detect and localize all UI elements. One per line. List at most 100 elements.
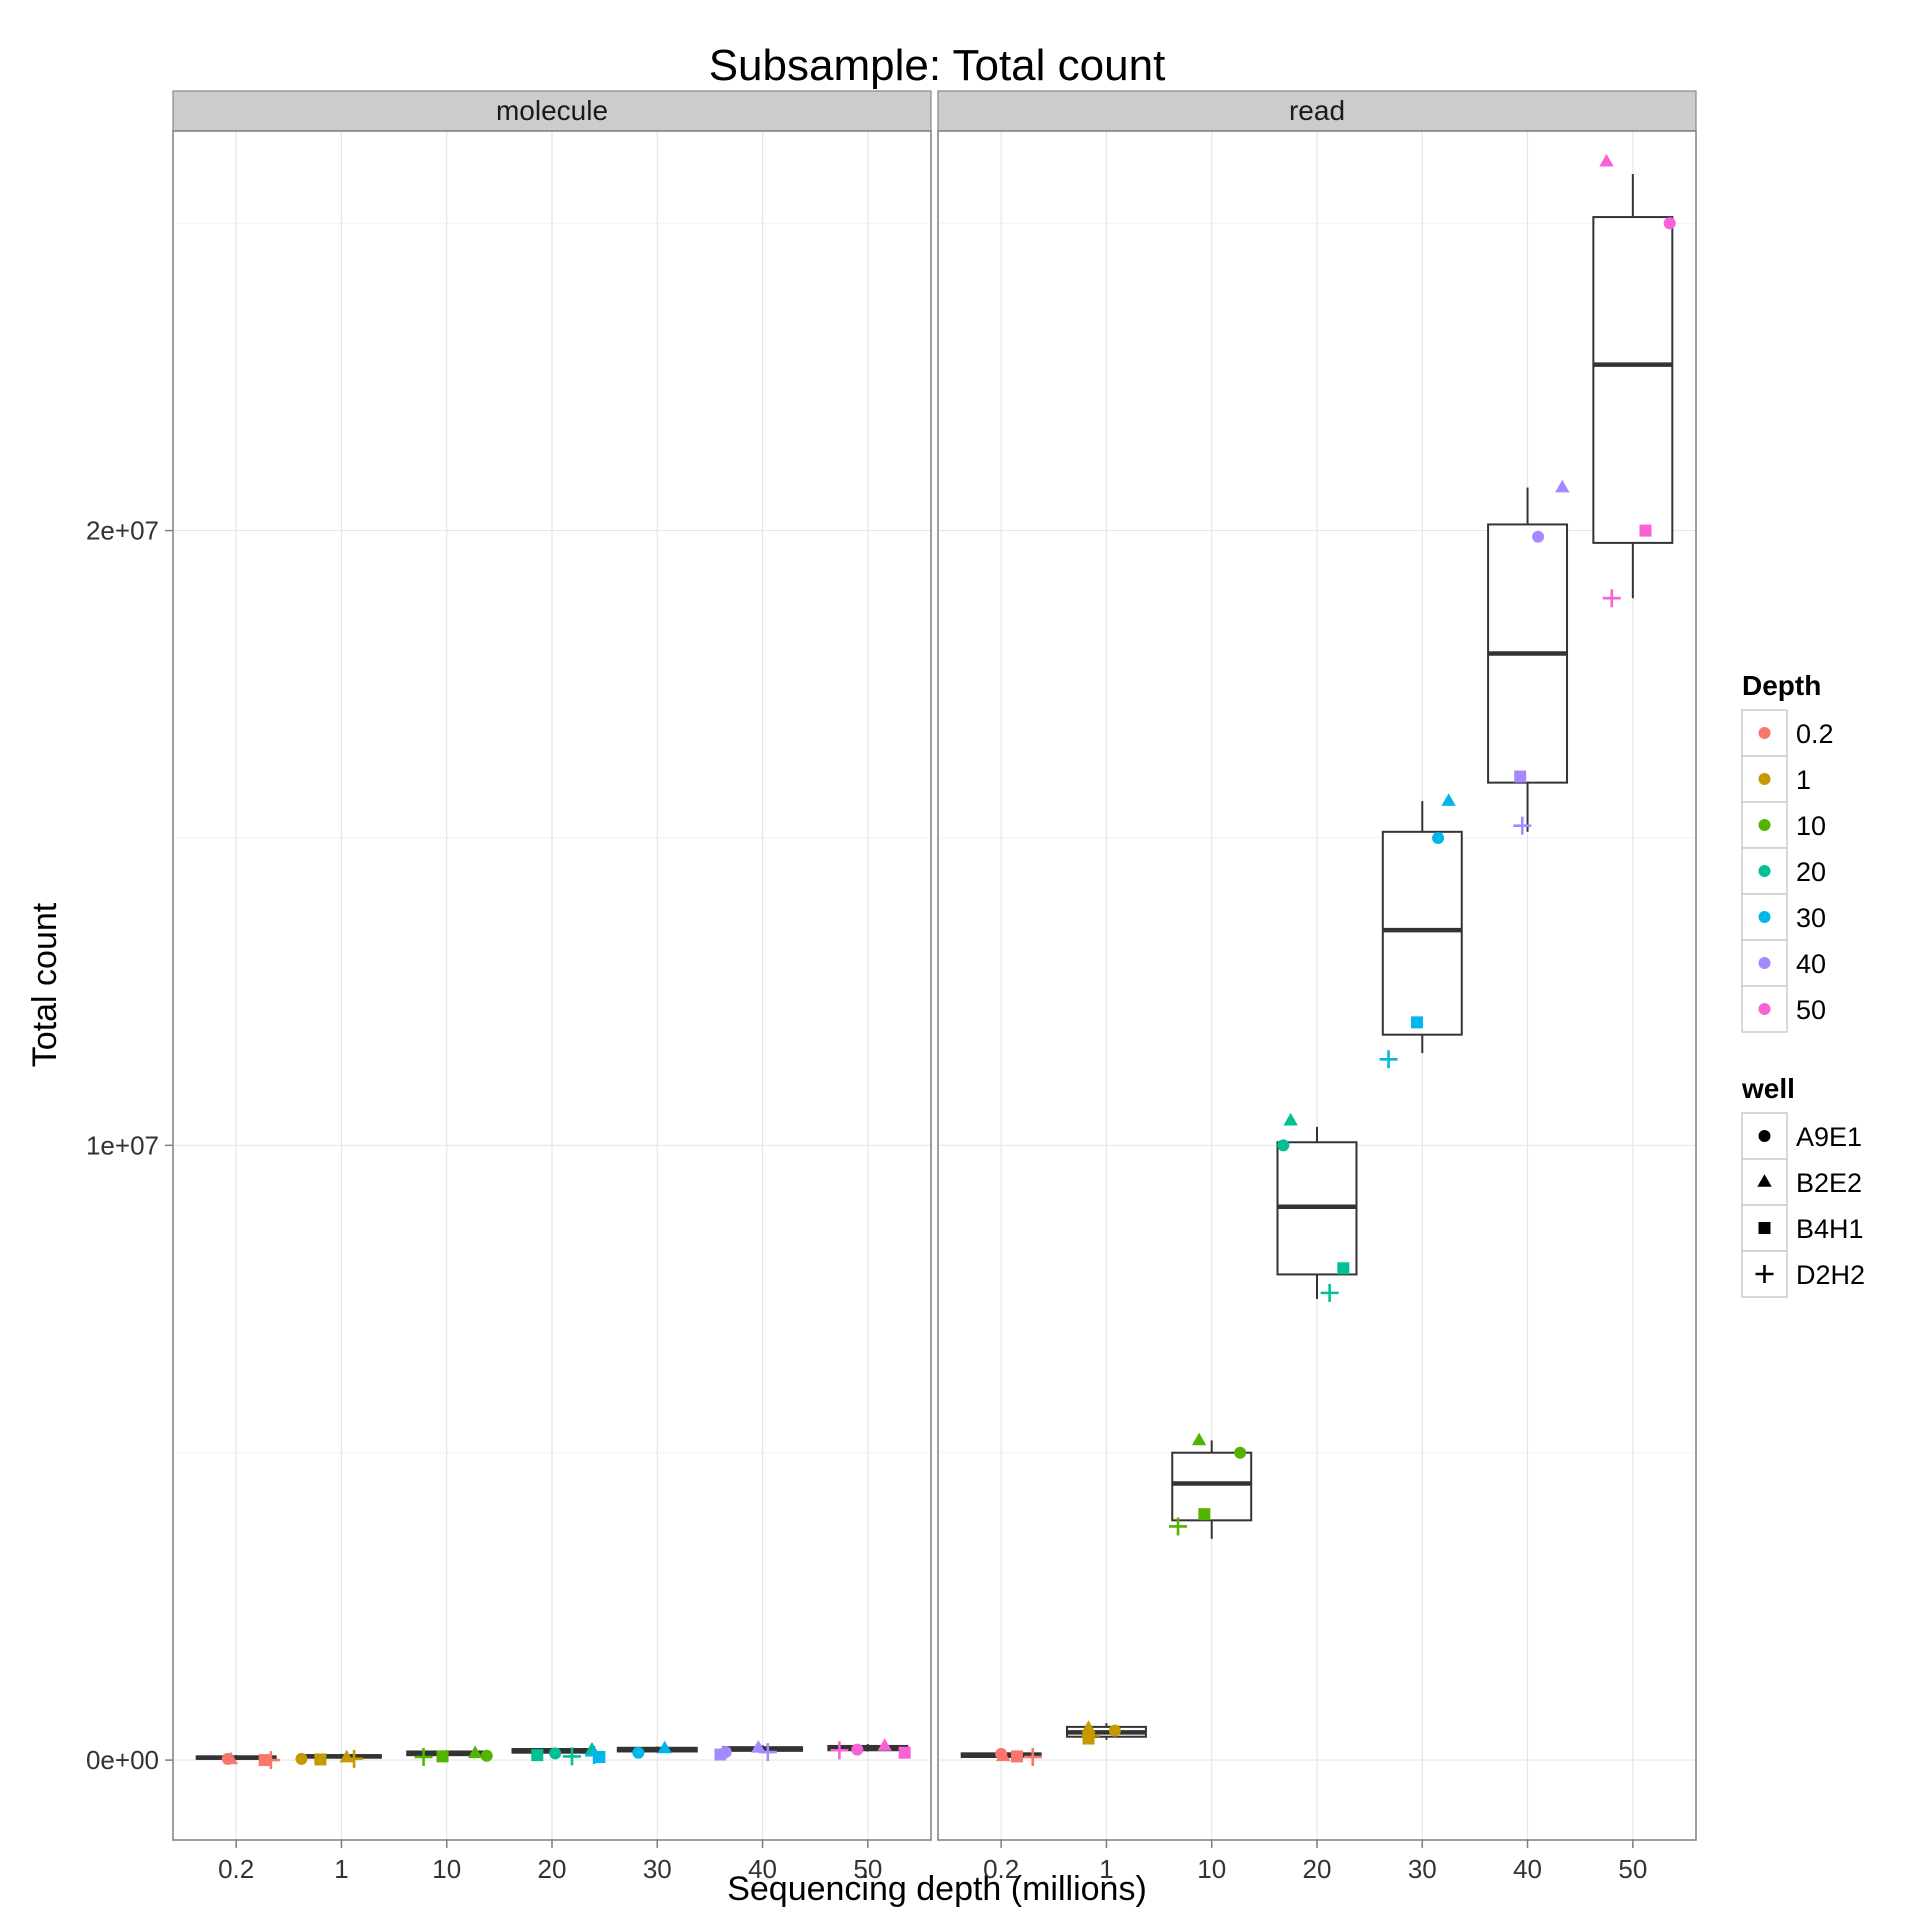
data-point (1081, 1726, 1100, 1745)
x-tick-label: 10 (1197, 1854, 1226, 1884)
x-tick-label: 1 (334, 1854, 348, 1884)
legend-label: A9E1 (1796, 1122, 1862, 1152)
panel-molecule: molecule 0.2 1 10 20 30 40 50 (172, 90, 932, 1884)
box-50 (1592, 174, 1674, 599)
box-body (1592, 216, 1674, 544)
box-10 (1171, 1440, 1253, 1539)
x-tick-label: 30 (1408, 1854, 1437, 1884)
data-point (830, 1741, 849, 1760)
data-point (549, 1747, 562, 1760)
data-point (851, 1743, 864, 1756)
data-point (1379, 1050, 1398, 1069)
y-tick-label: 2e+07 (86, 516, 159, 546)
data-point (1639, 524, 1652, 537)
x-tick-label: 40 (748, 1854, 777, 1884)
legend-shape (1758, 1222, 1771, 1234)
x-tick-label: 30 (643, 1854, 672, 1884)
data-point (1169, 1517, 1188, 1536)
data-point (295, 1752, 308, 1765)
legend-well-entry: D2H2 (1741, 1250, 1865, 1298)
data-point (714, 1748, 727, 1761)
x-tick-label: 10 (432, 1854, 461, 1884)
legend-well-entry: B4H1 (1741, 1204, 1864, 1252)
legend-label: 50 (1796, 995, 1826, 1025)
legend-label: 30 (1796, 903, 1826, 933)
data-point (1532, 530, 1545, 543)
data-point (1599, 153, 1614, 167)
data-point (1198, 1508, 1211, 1521)
data-point (898, 1746, 911, 1759)
legend-swatch (1758, 773, 1771, 785)
legend-well-entry: A9E1 (1741, 1112, 1862, 1160)
data-point (1514, 770, 1527, 783)
legend-label: D2H2 (1796, 1260, 1865, 1290)
box-body (1381, 830, 1463, 1036)
data-point (1513, 816, 1532, 835)
x-tick-label: 20 (1303, 1854, 1332, 1884)
data-point (1555, 479, 1570, 493)
data-point (585, 1746, 604, 1765)
data-point (1081, 1720, 1096, 1733)
data-point (877, 1738, 892, 1751)
data-point (1023, 1748, 1042, 1767)
data-point (531, 1749, 544, 1762)
data-point (261, 1751, 280, 1770)
data-point (1337, 1262, 1350, 1275)
legend-swatch (1758, 727, 1771, 739)
chart-title: Subsample: Total count (709, 41, 1166, 90)
x-tick-label: 0.2 (983, 1854, 1019, 1884)
box-1 (300, 1753, 382, 1759)
legend-depth-entry: 10 (1741, 801, 1826, 849)
x-tick-label: 0.2 (218, 1854, 254, 1884)
data-point (657, 1740, 672, 1754)
legend-shape (1758, 1130, 1771, 1142)
y-axis-title: Total count (26, 902, 64, 1067)
data-point (1441, 793, 1456, 806)
legend-label: 20 (1796, 857, 1826, 887)
strip-label: read (1289, 95, 1345, 126)
y-tick-label: 1e+07 (86, 1130, 159, 1160)
legend-depth-entry: 40 (1741, 939, 1826, 987)
x-tick-label: 40 (1513, 1854, 1542, 1884)
x-tick-label: 50 (853, 1854, 882, 1884)
panel-read: read 0.2 1 10 20 30 40 50 (937, 90, 1697, 1884)
data-point (1663, 217, 1676, 230)
legend-depth-entry: 30 (1741, 893, 1826, 941)
box-1 (1065, 1723, 1147, 1740)
legend-label: 10 (1796, 811, 1826, 841)
y-axis: 0e+00 1e+07 2e+07 (86, 516, 173, 1775)
data-point (467, 1745, 483, 1759)
strip-molecule (172, 90, 932, 132)
data-point (1010, 1750, 1023, 1763)
legend-depth-entry: 1 (1741, 755, 1811, 803)
data-point (414, 1748, 433, 1767)
legend-label: 40 (1796, 949, 1826, 979)
legend-shape (1757, 1174, 1772, 1187)
x-axis-title: Sequencing depth (millions) (727, 1870, 1147, 1908)
legend-depth-entry: 50 (1741, 985, 1826, 1033)
data-point (996, 1748, 1011, 1762)
data-point (314, 1753, 327, 1766)
data-point (1234, 1446, 1247, 1459)
legend-swatch (1758, 911, 1771, 923)
legend-well-entry: B2E2 (1741, 1158, 1862, 1206)
data-point (1411, 1016, 1424, 1029)
legend-label: B2E2 (1796, 1168, 1862, 1198)
legend-well-title: well (1741, 1073, 1795, 1104)
x-tick-label: 50 (1618, 1854, 1647, 1884)
data-point (1277, 1139, 1290, 1152)
x-tick-label: 1 (1099, 1854, 1113, 1884)
data-point (436, 1750, 449, 1763)
legend-label: 0.2 (1796, 719, 1834, 749)
data-point (223, 1751, 239, 1765)
data-point (345, 1749, 364, 1768)
legend-depth-title: Depth (1742, 670, 1821, 701)
x-tick-label: 20 (538, 1854, 567, 1884)
legend-swatch (1758, 1003, 1771, 1015)
box-body (1171, 1451, 1253, 1522)
data-point (1191, 1432, 1207, 1446)
legend-swatch (1758, 819, 1771, 831)
legend-swatch (1758, 865, 1771, 877)
legend-label: 1 (1796, 765, 1811, 795)
